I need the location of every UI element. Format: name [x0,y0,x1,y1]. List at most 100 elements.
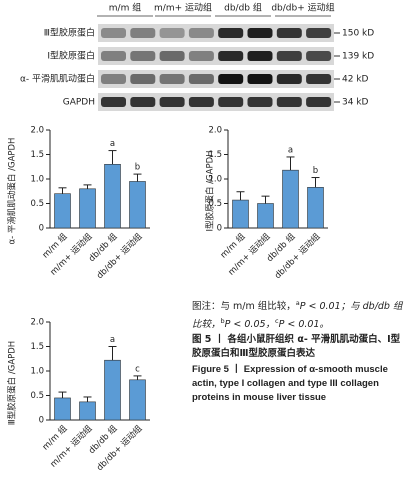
y-tick-label: 1.5 [30,342,44,352]
blot-band [306,28,332,38]
blot-band [188,51,214,61]
blot-band [159,51,185,61]
blot-band [276,51,302,61]
blot-band [276,28,302,38]
bar [54,397,71,421]
bar [129,181,146,229]
size-label: 34 kD [342,98,369,108]
y-tick-label: 0 [217,224,222,234]
y-tick-label: 0 [39,224,44,234]
y-tick-label: 0.5 [30,391,44,401]
caption: 图注：与 m/m 组比较，aP < 0.01；与 db/db 组比较，bP < … [192,296,406,405]
y-tick-label: 0 [39,416,44,426]
significance-label: a [110,139,115,149]
note-text: 图注：与 m/m 组比较， [192,301,296,313]
blot-band [101,51,126,61]
x-tick-label: m/m+ 运动组 [48,423,95,470]
blot-band [247,74,273,84]
lane-label: db/db 组 [224,2,262,14]
note-sup: b [220,317,225,326]
blot-band [247,97,273,107]
protein-label: GAPDH [63,98,95,108]
blot-band [306,51,332,61]
blot-band [159,28,185,38]
bar [104,359,121,421]
note-text: P < 0.05， [224,319,276,331]
blot-band [130,28,156,38]
y-tick-label: 1.5 [30,150,44,160]
y-tick-label: 2.0 [30,318,44,328]
blot-band [101,28,126,38]
blot-strip [98,70,334,88]
blot-band [247,51,273,61]
blot-band [306,97,332,107]
bar [282,169,299,229]
protein-label: Ⅰ型胶原蛋白 [47,50,95,62]
x-tick-label: m/m+ 运动组 [226,231,273,278]
blot-band [101,97,126,107]
bar [79,188,96,229]
blot-band [159,97,185,107]
caption-title-en: Figure 5 丨 Expression of α-smooth muscle… [192,364,388,404]
x-tick-label: m/m+ 运动组 [48,231,95,278]
y-tick-label: 2.0 [30,126,44,136]
size-label: 42 kD [342,75,369,85]
blot-band [159,74,185,84]
blot-band [101,74,126,84]
y-tick-label: 1.0 [30,367,44,377]
note-sup: a [295,299,300,307]
y-tick-label: 1.5 [208,150,222,160]
blot-band [218,74,244,84]
lane-label: m/m 组 [109,2,141,14]
caption-note: 图注：与 m/m 组比较，aP < 0.01；与 db/db 组比较，bP < … [192,296,406,332]
blot-band [247,28,273,38]
lane-label: db/db+ 运动组 [271,2,334,14]
protein-label: Ⅲ型胶原蛋白 [44,27,95,39]
bar [79,401,96,421]
significance-label: b [135,163,140,173]
lane-label: m/m+ 运动组 [154,2,212,14]
y-axis-label: α- 平滑肌肌动蛋白 /GAPDH [7,138,18,245]
blot-band [218,28,244,38]
blot-band [130,74,156,84]
note-sup: c [275,317,279,326]
blot-band [276,74,302,84]
blot-strip [98,93,334,111]
y-axis-label: Ⅰ型胶原蛋白 /GAPDH [205,150,216,231]
protein-label: α- 平滑肌肌动蛋白 [20,73,95,85]
size-label: 150 kD [342,29,374,39]
y-tick-label: 2.0 [208,126,222,136]
blot-band [188,97,214,107]
bar [54,193,71,229]
y-tick-label: 0.5 [208,199,222,209]
caption-title-cn: 图 5 丨 各组小鼠肝组织 α- 平滑肌肌动蛋白、Ⅰ型胶原蛋白和Ⅲ型胶原蛋白表达 [192,334,401,360]
bar [232,199,249,229]
blot-band [188,74,214,84]
significance-label: a [110,335,115,345]
note-text: P < 0.01；与 db/db 组比较， [192,301,403,331]
size-label: 139 kD [342,52,374,62]
blot-band [276,97,302,107]
y-tick-label: 0.5 [30,199,44,209]
blot-band [130,97,156,107]
y-axis-label: Ⅲ型胶原蛋白 /GAPDH [7,341,18,425]
bar [307,187,324,229]
blot-band [306,74,332,84]
blot-strip [98,47,334,65]
y-tick-label: 1.0 [30,175,44,185]
significance-label: b [313,166,318,176]
blot-band [218,51,244,61]
significance-label: a [288,145,293,155]
blot-band [188,28,214,38]
bar [257,203,274,229]
blot-band [130,51,156,61]
bar [129,379,146,421]
y-tick-label: 1.0 [208,175,222,185]
bar [104,164,121,229]
note-text: P < 0.01。 [278,319,330,331]
blot-band [218,97,244,107]
blot-strip [98,24,334,42]
significance-label: c [135,364,140,374]
